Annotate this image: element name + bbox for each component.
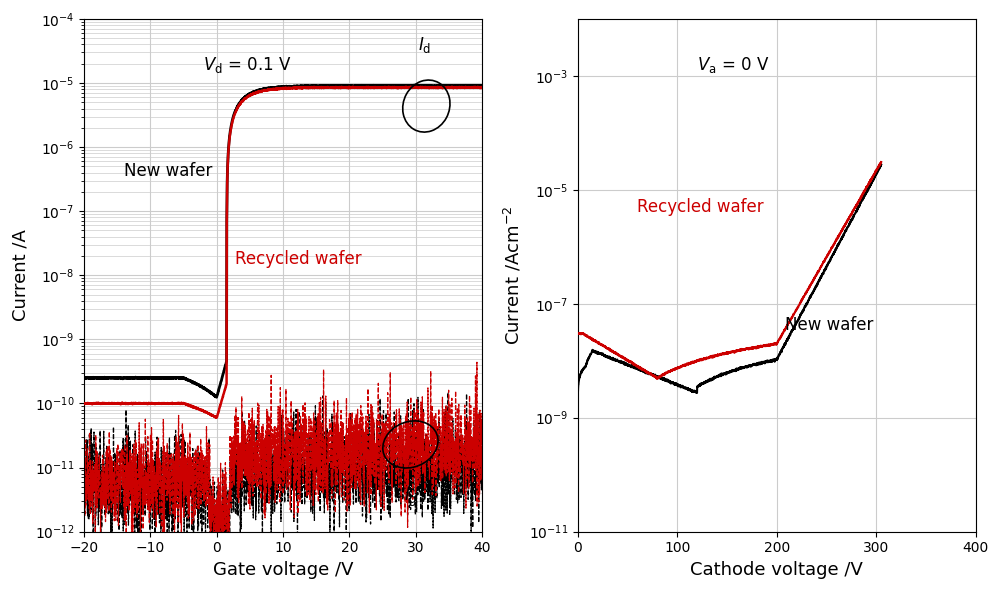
Text: New wafer: New wafer [124,162,212,181]
Text: $\mathit{I}_{\mathrm{d}}$: $\mathit{I}_{\mathrm{d}}$ [418,35,431,55]
Text: $\mathit{V}_{\mathrm{d}}$ = 0.1 V: $\mathit{V}_{\mathrm{d}}$ = 0.1 V [203,55,292,75]
X-axis label: Gate voltage /V: Gate voltage /V [213,561,353,579]
Text: Recycled wafer: Recycled wafer [235,250,362,268]
Text: $\mathit{I}_{\mathrm{g}}$: $\mathit{I}_{\mathrm{g}}$ [404,486,417,509]
Y-axis label: Current /Acm$^{-2}$: Current /Acm$^{-2}$ [502,205,523,345]
Text: Recycled wafer: Recycled wafer [637,198,764,217]
Text: New wafer: New wafer [785,316,873,335]
Text: $\mathit{V}_{\mathrm{a}}$ = 0 V: $\mathit{V}_{\mathrm{a}}$ = 0 V [697,55,770,75]
X-axis label: Cathode voltage /V: Cathode voltage /V [690,561,863,579]
Y-axis label: Current /A: Current /A [11,230,29,321]
